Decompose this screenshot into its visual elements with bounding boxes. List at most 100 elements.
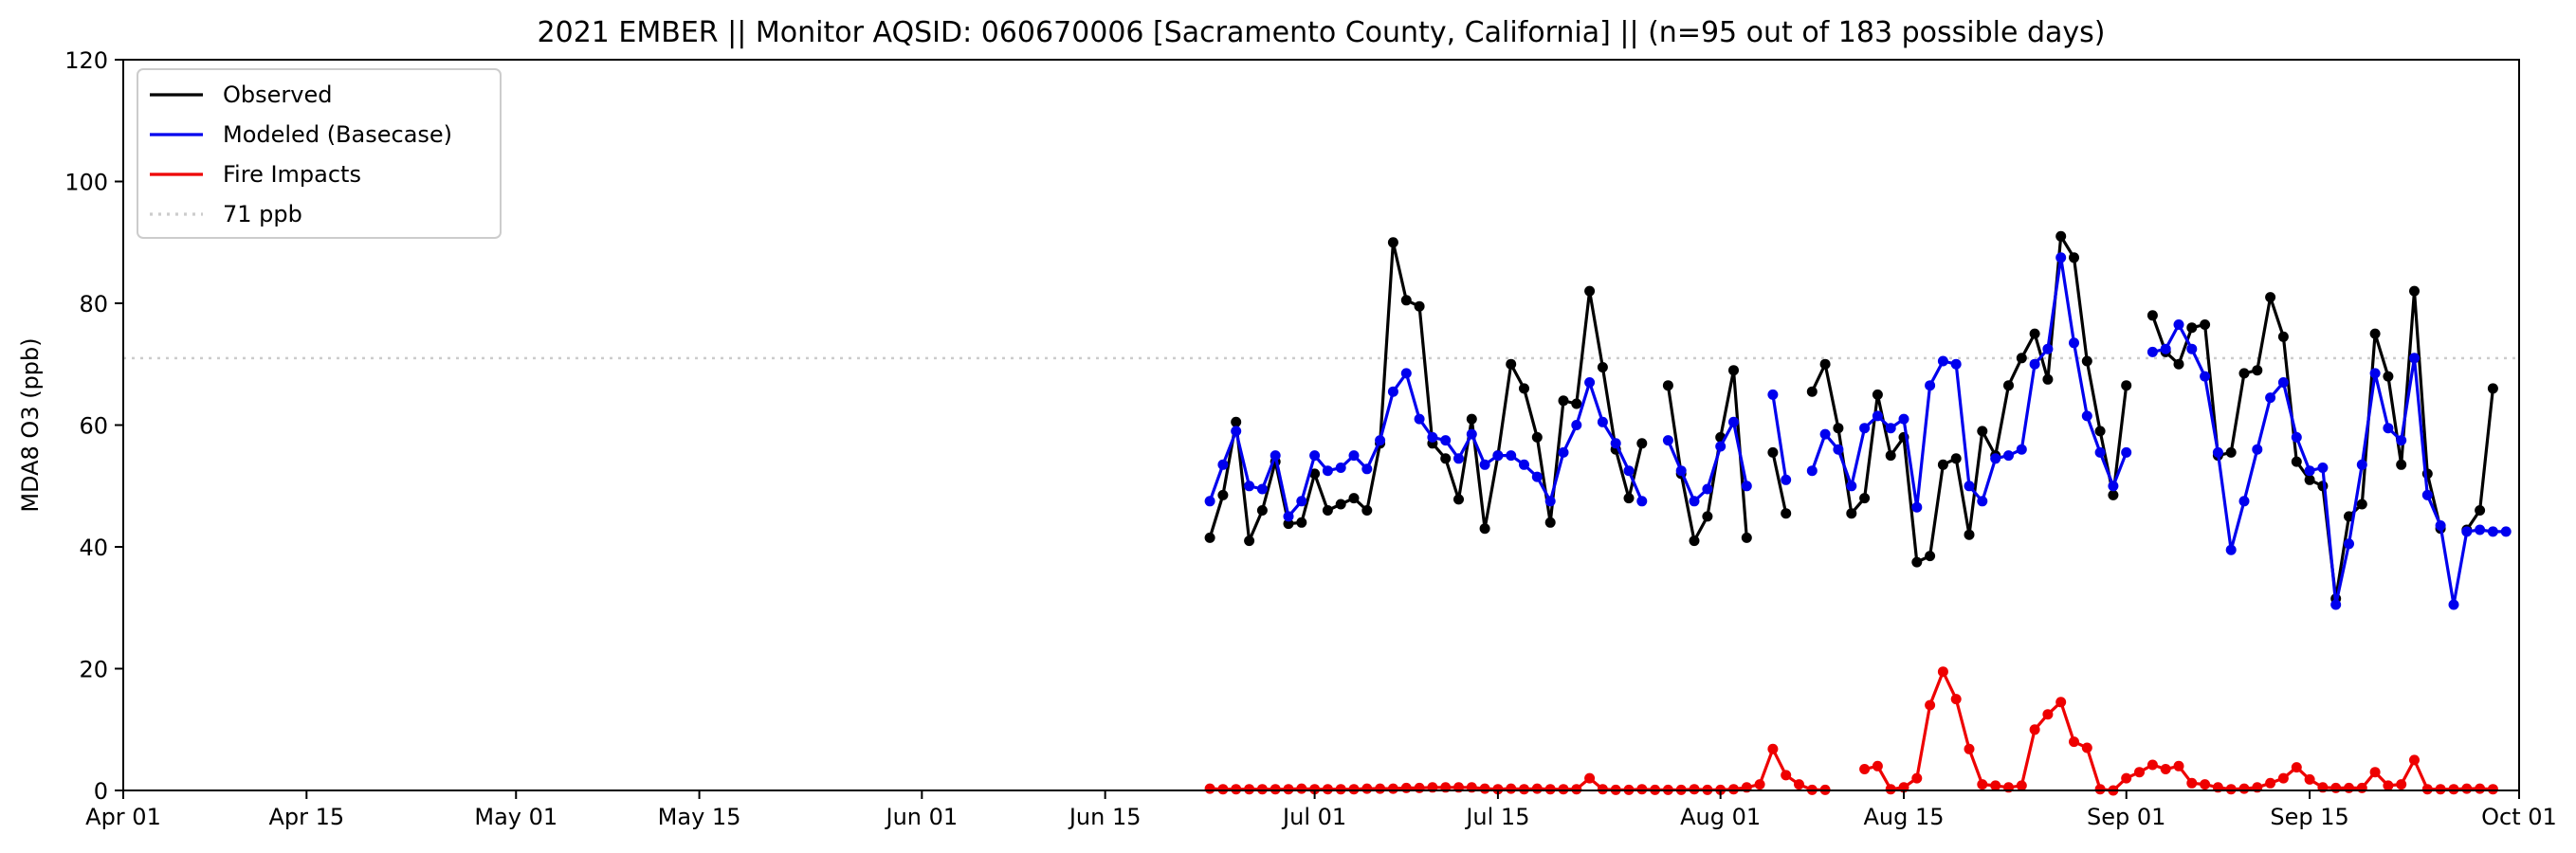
data-point: [1597, 362, 1608, 372]
data-point: [1767, 389, 1779, 400]
data-point: [1558, 395, 1569, 407]
data-point: [2200, 319, 2211, 330]
data-point: [2409, 754, 2420, 766]
data-point: [2252, 365, 2263, 376]
data-point: [2147, 759, 2158, 771]
series-line-segment: [1771, 394, 1788, 481]
data-point: [1767, 446, 1779, 458]
data-point: [1506, 358, 1517, 370]
data-point: [1925, 551, 1936, 562]
data-point: [2383, 780, 2394, 791]
data-point: [2186, 343, 2198, 354]
data-point: [1400, 782, 1412, 793]
data-point: [1453, 494, 1464, 505]
data-point: [2042, 343, 2054, 354]
chart-title: 2021 EMBER || Monitor AQSID: 060670006 […: [538, 16, 2106, 49]
data-point: [1322, 465, 1333, 477]
data-point: [2487, 383, 2498, 394]
data-point: [1335, 463, 1346, 473]
data-point: [1558, 446, 1569, 458]
data-point: [2396, 779, 2407, 790]
data-point: [2356, 499, 2367, 510]
data-point: [2016, 444, 2027, 455]
data-point: [2487, 784, 2498, 795]
data-point: [1885, 423, 1896, 434]
data-point: [2200, 779, 2211, 790]
data-point: [1937, 355, 1948, 367]
data-point: [1217, 784, 1229, 795]
data-point: [1283, 518, 1294, 530]
data-point: [1204, 783, 1215, 794]
data-point: [1204, 532, 1215, 543]
series-layer: [1204, 230, 2512, 796]
data-point: [2081, 410, 2092, 422]
data-point: [2160, 343, 2171, 354]
y-axis-label: MDA8 O3 (ppb): [17, 337, 44, 512]
data-point: [1950, 694, 1962, 705]
data-point: [1440, 435, 1452, 446]
data-point: [1348, 450, 1360, 462]
data-point: [1414, 300, 1425, 312]
data-point: [1781, 474, 1792, 485]
x-tick-label: Sep 01: [2087, 804, 2165, 830]
data-point: [2344, 538, 2354, 550]
data-point: [2396, 435, 2407, 446]
data-point: [1256, 784, 1268, 795]
data-point: [1256, 483, 1268, 495]
data-point: [1584, 772, 1596, 784]
data-point: [1531, 431, 1543, 443]
data-point: [2121, 446, 2132, 458]
data-point: [1584, 285, 1596, 297]
series-line-segment: [1208, 372, 1644, 518]
data-point: [2277, 377, 2289, 388]
data-point: [2475, 783, 2486, 794]
data-point: [1296, 517, 1307, 528]
legend-label: Modeled (Basecase): [223, 121, 452, 148]
data-point: [1217, 489, 1229, 500]
data-point: [1479, 523, 1490, 535]
data-point: [1911, 772, 1923, 784]
data-point: [1519, 784, 1529, 795]
data-point: [1571, 420, 1582, 430]
data-point: [2238, 368, 2250, 379]
legend: Observed Modeled (Basecase) Fire Impacts 71…: [137, 68, 502, 239]
data-point: [2461, 783, 2473, 794]
data-point: [1636, 784, 1648, 795]
data-point: [1898, 413, 1909, 425]
data-point: [2055, 230, 2067, 242]
data-point: [2238, 496, 2250, 507]
data-point: [1636, 438, 1648, 449]
data-point: [1571, 398, 1582, 409]
data-point: [1375, 435, 1386, 446]
data-point: [1781, 770, 1792, 781]
data-point: [2094, 784, 2106, 795]
data-point: [1728, 416, 1739, 427]
data-point: [1754, 779, 1765, 790]
data-point: [2252, 444, 2263, 455]
data-point: [1990, 780, 2001, 791]
data-point: [1846, 481, 1857, 492]
data-point: [1977, 426, 1988, 437]
data-point: [1544, 784, 1556, 795]
data-point: [1519, 383, 1529, 394]
data-point: [2369, 328, 2381, 339]
data-point: [1387, 237, 1398, 248]
data-point: [1859, 764, 1871, 774]
data-point: [1806, 465, 1818, 477]
data-point: [2029, 724, 2040, 735]
data-point: [1977, 496, 1988, 507]
data-point: [1466, 413, 1477, 425]
x-tick-label: Sep 15: [2270, 804, 2348, 830]
data-point: [2383, 371, 2394, 382]
data-point: [2016, 353, 2027, 364]
data-point: [1990, 453, 2001, 464]
data-point: [2094, 426, 2106, 437]
data-point: [2055, 252, 2067, 263]
data-point: [2173, 760, 2184, 771]
data-point: [2409, 285, 2420, 297]
y-tick-label: 60: [79, 413, 108, 440]
data-point: [2016, 780, 2027, 791]
data-point: [2475, 524, 2486, 535]
data-point: [1964, 743, 1975, 754]
data-point: [1400, 368, 1412, 379]
